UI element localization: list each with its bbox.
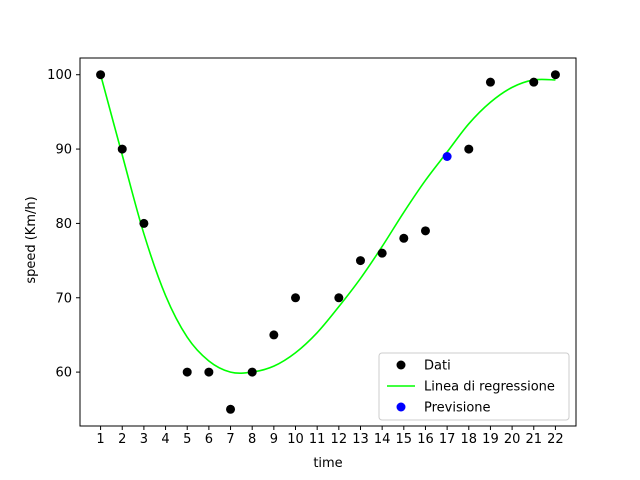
x-tick-label: 15: [396, 432, 413, 447]
axes-frame: [79, 57, 577, 427]
data-point: [269, 330, 279, 340]
x-tick-label: 4: [161, 432, 169, 447]
data-point: [485, 77, 495, 87]
x-tick-label: 12: [331, 432, 348, 447]
x-axis-label: time: [313, 456, 342, 471]
legend-entry-label: Dati: [424, 359, 451, 374]
x-tick-label: 6: [205, 432, 213, 447]
data-point: [399, 233, 409, 243]
x-tick-label: 8: [248, 432, 256, 447]
y-axis-ticks: 60 70 80 90 100: [47, 68, 80, 381]
x-tick-label: 2: [118, 432, 126, 447]
y-tick-label: 60: [55, 366, 72, 381]
legend-box: [378, 352, 570, 421]
y-axis-label: speed (Km/h): [24, 196, 39, 283]
regression-line: [99, 74, 556, 374]
legend-entry-label: Linea di regressione: [424, 380, 555, 395]
data-point: [420, 226, 430, 236]
x-tick-label: 16: [417, 432, 434, 447]
x-tick-label: 11: [309, 432, 326, 447]
x-tick-label: 5: [183, 432, 191, 447]
data-point: [247, 367, 257, 377]
plot-area: [79, 57, 577, 427]
y-tick-label: 90: [55, 143, 72, 158]
y-tick-label: 70: [55, 291, 72, 306]
legend-marker-swatch: [396, 402, 406, 412]
data-point: [550, 70, 560, 80]
x-tick-label: 21: [525, 432, 542, 447]
y-tick-label: 80: [55, 217, 72, 232]
data-point: [355, 256, 365, 266]
x-tick-label: 19: [482, 432, 499, 447]
x-tick-label: 3: [140, 432, 148, 447]
x-tick-label: 7: [226, 432, 234, 447]
data-point: [182, 367, 192, 377]
prediction-point: [442, 152, 452, 162]
data-point: [529, 77, 539, 87]
x-axis-ticks: 1 2 3 4 5 6 7 8 9 10 11 12 13 14 15 16 17 18 19 20 21 22: [96, 426, 564, 447]
data-point: [117, 144, 127, 154]
legend-entry-label: Previsione: [424, 401, 491, 416]
x-tick-label: 17: [439, 432, 456, 447]
x-tick-label: 9: [270, 432, 278, 447]
x-tick-label: 22: [547, 432, 564, 447]
y-tick-label: 100: [47, 68, 72, 83]
data-point: [291, 293, 301, 303]
x-tick-label: 1: [96, 432, 104, 447]
data-point: [96, 70, 106, 80]
legend: Dati Linea di regressione Previsione: [378, 352, 570, 421]
data-point: [204, 367, 214, 377]
x-tick-label: 20: [504, 432, 521, 447]
legend-marker-swatch: [396, 360, 406, 370]
x-tick-label: 13: [352, 432, 369, 447]
x-tick-label: 18: [461, 432, 478, 447]
data-point: [377, 248, 387, 258]
data-point: [139, 218, 149, 228]
data-point: [334, 293, 344, 303]
data-point: [464, 144, 474, 154]
data-point: [226, 404, 236, 414]
x-tick-label: 10: [287, 432, 304, 447]
x-tick-label: 14: [374, 432, 391, 447]
